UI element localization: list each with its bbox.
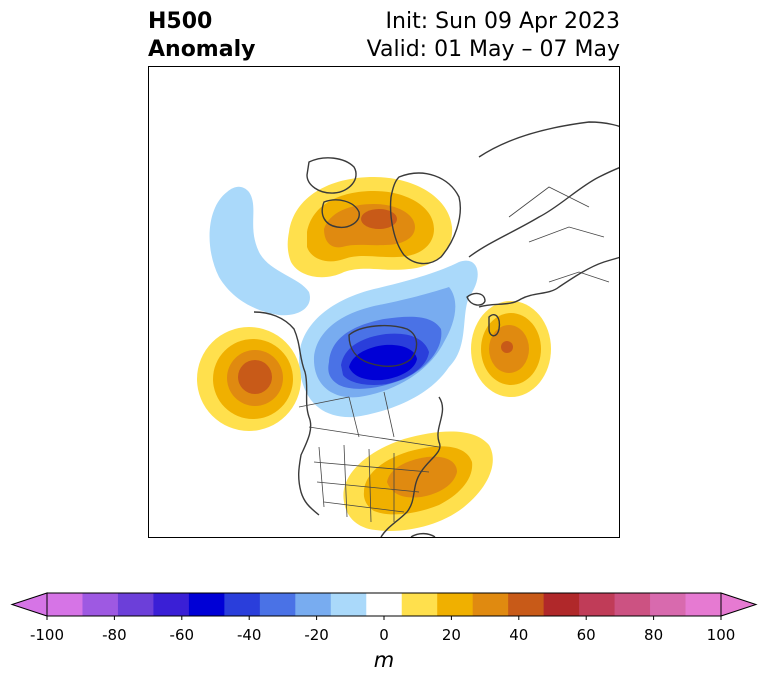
- colorbar-swatch: [685, 593, 722, 616]
- title-line-2: Anomaly: [148, 37, 256, 62]
- colorbar-extend-max: [720, 592, 758, 617]
- colorbar-tick-label: -100: [29, 626, 65, 644]
- colorbar-swatch: [47, 593, 83, 616]
- colorbar-tick-label: -60: [169, 626, 195, 644]
- colorbar-swatch: [472, 593, 509, 616]
- colorbar-ticks: -100 -80 -60 -40 -20 0 20 40 60 80 100: [0, 626, 768, 646]
- run-info: Init: Sun 09 Apr 2023 Valid: 01 May – 07…: [367, 8, 620, 64]
- positive-anomaly-atlantic: [471, 301, 551, 397]
- colorbar-swatch: [259, 593, 296, 616]
- negative-anomaly-hudson-bay: [299, 260, 478, 418]
- colorbar-swatch: [153, 593, 190, 616]
- political-borders: [298, 186, 610, 523]
- colorbar-swatch: [650, 593, 687, 616]
- chart-title: H500 Anomaly: [148, 8, 255, 64]
- anomaly-map: [148, 66, 620, 538]
- colorbar-swatch: [614, 593, 651, 616]
- colorbar-tick-label: 20: [441, 626, 461, 644]
- colorbar-swatch: [117, 593, 154, 616]
- positive-anomaly-eastern-us: [343, 431, 493, 531]
- colorbar-tick-label: -80: [102, 626, 127, 644]
- colorbar-swatch: [366, 593, 403, 616]
- coastlines: [253, 121, 619, 537]
- colorbar-swatch: [330, 593, 367, 616]
- init-date: Init: Sun 09 Apr 2023: [385, 9, 620, 34]
- colorbar-tick-label: 80: [644, 626, 664, 644]
- colorbar-tick-label: 100: [706, 626, 736, 644]
- colorbar-swatch: [437, 593, 474, 616]
- colorbar-extend-min: [10, 592, 48, 617]
- colorbar-swatch: [401, 593, 438, 616]
- colorbar-swatch: [543, 593, 580, 616]
- positive-anomaly-ne-pacific: [197, 327, 301, 431]
- colorbar-swatch: [579, 593, 616, 616]
- map-canvas: [197, 121, 619, 537]
- colorbar-tick-label: 0: [379, 626, 389, 644]
- colorbar-units: m: [373, 648, 395, 672]
- positive-anomaly-arctic: [287, 177, 453, 278]
- colorbar-tick-label: 60: [576, 626, 596, 644]
- colorbar-swatch: [224, 593, 261, 616]
- colorbar-swatch: [508, 593, 545, 616]
- colorbar-tick-label: 40: [509, 626, 529, 644]
- valid-range: Valid: 01 May – 07 May: [366, 37, 620, 62]
- colorbar-swatch: [295, 593, 332, 616]
- colorbar-tick-label: -40: [236, 626, 262, 644]
- negative-anomaly-west-arc: [209, 186, 310, 316]
- colorbar: [10, 592, 758, 620]
- colorbar-swatch: [188, 593, 225, 616]
- title-line-1: H500: [148, 9, 213, 34]
- colorbar-tick-label: -20: [304, 626, 329, 644]
- colorbar-swatch: [82, 593, 119, 616]
